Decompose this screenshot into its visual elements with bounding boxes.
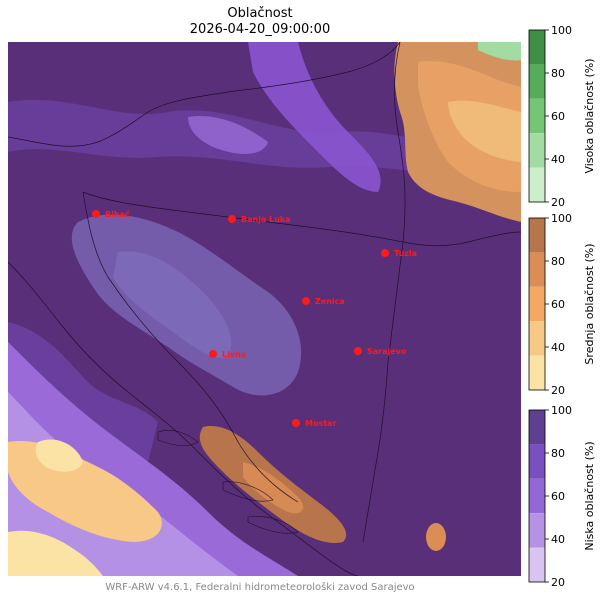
city-mostar: Mostar: [292, 419, 336, 428]
city-marker-dot: [228, 215, 236, 223]
colorbar-segment: [529, 286, 545, 322]
low-cloud-coastal: [8, 392, 238, 576]
colorbar-tick-label: 20: [551, 576, 565, 589]
colorbar-tick-label: 100: [551, 212, 572, 225]
country-border: [362, 241, 404, 543]
colorbar-segment: [529, 444, 545, 479]
colorbar-segment: [529, 410, 545, 445]
colorbar-segment: [529, 321, 545, 356]
colorbar-tick-label: 60: [551, 298, 565, 311]
mid-cloud-north-east: [448, 100, 521, 162]
low-cloud-bright-region: [188, 116, 268, 154]
coastline: [8, 261, 359, 576]
colorbar-3: 100 80 60 40 20 Niska oblačnost (%): [528, 404, 596, 589]
city-label: Sarajevo: [367, 347, 407, 356]
country-border: [82, 191, 521, 247]
colorbar-tick-label: 40: [551, 533, 565, 546]
title-text: Oblačnost: [227, 6, 293, 21]
colorbar-label: Visoka oblačnost (%): [583, 58, 596, 173]
colorbar-segment: [529, 30, 545, 65]
colorbar-tick-label: 60: [551, 110, 565, 123]
city-marker-dot: [92, 210, 100, 218]
colorbar-segment: [529, 547, 545, 582]
city-markers: Bihać Banja Luka Tuzla Zenica Livno Sarajevo M…: [92, 209, 417, 428]
city-label: Banja Luka: [241, 215, 291, 224]
city-bihać: Bihać: [92, 209, 130, 219]
colorbar-tick-label: 100: [551, 24, 572, 37]
low-cloud-band: [8, 322, 158, 462]
colorbar-segment: [529, 252, 545, 287]
colorbar-tick-label: 60: [551, 490, 565, 503]
city-label: Zenica: [315, 297, 345, 306]
colorbar-tick-label: 20: [551, 196, 565, 209]
country-border: [82, 191, 299, 503]
colorbar-1: 100 80 60 40 20 Visoka oblačnost (%): [528, 24, 596, 209]
colorbar-tick-label: 20: [551, 384, 565, 397]
colorbar-segment: [529, 355, 545, 390]
colorbar-label: Srednja oblačnost (%): [583, 243, 596, 364]
colorbar-tick-label: 100: [551, 404, 572, 417]
city-livno: Livno: [209, 350, 247, 359]
colorbar-segment: [529, 133, 545, 168]
colorbar-tick-label: 40: [551, 341, 565, 354]
footer-credit: WRF-ARW v4.6.1, Federalni hidrometeorolo…: [105, 582, 415, 593]
low-cloud-bright-region: [248, 42, 381, 192]
colorbar-segment: [529, 513, 545, 548]
colorbar-segment: [529, 98, 545, 134]
map-title: Oblačnost 2026-04-20_09:00:00: [0, 6, 520, 38]
colorbar-segment: [529, 167, 545, 202]
city-marker-dot: [302, 297, 310, 305]
colorbar-2: 100 80 60 40 20 Srednja oblačnost (%): [528, 212, 596, 397]
colorbar-segment: [529, 478, 545, 514]
mid-cloud-patch: [426, 523, 446, 551]
colorbar-label: Niska oblačnost (%): [583, 441, 596, 550]
colorbar-segment: [529, 218, 545, 253]
city-label: Tuzla: [394, 249, 417, 258]
timestamp-text: 2026-04-20_09:00:00: [189, 22, 331, 37]
city-banja-luka: Banja Luka: [228, 215, 291, 224]
colorbar-tick-label: 80: [551, 255, 565, 268]
country-border: [394, 42, 406, 243]
high-cloud-patch: [478, 42, 521, 61]
country-border: [8, 42, 401, 147]
colorbar-tick-label: 80: [551, 447, 565, 460]
colorbar-tick-label: 80: [551, 67, 565, 80]
city-marker-dot: [292, 419, 300, 427]
city-label: Mostar: [305, 419, 336, 428]
city-marker-dot: [381, 249, 389, 257]
colorbar-segment: [529, 64, 545, 99]
cloud-map: Bihać Banja Luka Tuzla Zenica Livno Sarajevo M…: [8, 42, 521, 576]
mid-cloud-coastal: [243, 462, 304, 514]
low-cloud-band: [8, 99, 521, 175]
city-marker-dot: [209, 350, 217, 358]
city-tuzla: Tuzla: [381, 249, 417, 258]
low-cloud-light-region: [113, 251, 232, 358]
mid-cloud-south-west: [8, 530, 103, 576]
city-marker-dot: [354, 347, 362, 355]
island-outline: [157, 430, 299, 534]
city-sarajevo: Sarajevo: [354, 347, 407, 356]
city-zenica: Zenica: [302, 297, 345, 306]
colorbar-tick-label: 40: [551, 153, 565, 166]
city-label: Livno: [222, 350, 247, 359]
mid-cloud-south-west: [35, 439, 83, 472]
colorbars: 100 80 60 40 20 Visoka oblačnost (%) 100 80 60 40…: [528, 24, 596, 589]
city-label: Bihać: [105, 209, 130, 219]
